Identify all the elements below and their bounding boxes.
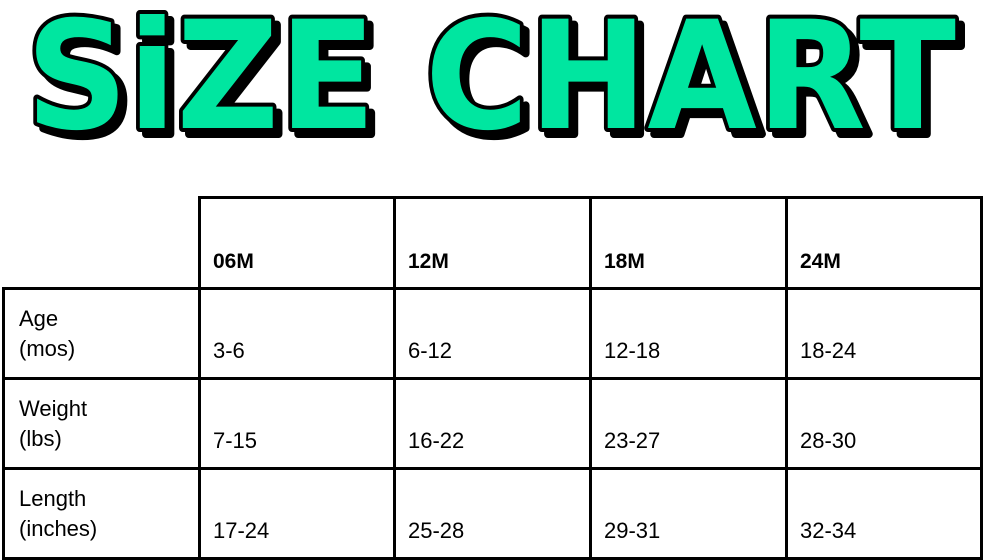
row-label-text: Weight (lbs) [19, 394, 87, 454]
column-header-label: 06M [213, 250, 254, 273]
title-text: SiZE CHART [26, 0, 956, 150]
table-cell: 23-27 [590, 378, 786, 468]
table-cell: 6-12 [394, 288, 590, 378]
column-header: 24M [786, 197, 981, 288]
table-cell: 25-28 [394, 468, 590, 558]
grid-line [2, 557, 983, 560]
table-cell: 29-31 [590, 468, 786, 558]
row-label-line1: Weight [19, 396, 88, 421]
row-label-text: Age (mos) [19, 304, 75, 364]
grid-line [785, 196, 788, 559]
table-cell: 12-18 [590, 288, 786, 378]
table-cell: 16-22 [394, 378, 590, 468]
column-header-label: 12M [408, 250, 449, 273]
row-label-line1: Length [19, 486, 87, 511]
table-cell: 28-30 [786, 378, 981, 468]
cell-value: 16-22 [408, 428, 465, 453]
cell-value: 12-18 [604, 338, 661, 363]
column-header-label: 18M [604, 250, 645, 273]
cell-value: 23-27 [604, 428, 661, 453]
table-cell: 18-24 [786, 288, 981, 378]
cell-value: 29-31 [604, 518, 661, 543]
row-label: Weight (lbs) [3, 378, 199, 468]
row-label: Age (mos) [3, 288, 199, 378]
cell-value: 7-15 [213, 428, 258, 453]
grid-line [589, 196, 592, 559]
table-cell: 17-24 [199, 468, 394, 558]
cell-value: 32-34 [800, 518, 857, 543]
row-label-line1: Age [19, 306, 59, 331]
cell-value: 6-12 [408, 338, 453, 363]
cell-value: 3-6 [213, 338, 245, 363]
cell-value: 17-24 [213, 518, 270, 543]
table-cell: 7-15 [199, 378, 394, 468]
size-chart-title: SiZE CHART [22, 0, 960, 150]
table-cell: 32-34 [786, 468, 981, 558]
cell-value: 25-28 [408, 518, 465, 543]
row-label-line2: (inches) [19, 516, 98, 541]
column-header: 06M [199, 197, 394, 288]
table-cell: 3-6 [199, 288, 394, 378]
column-header: 12M [394, 197, 590, 288]
grid-line [980, 196, 983, 559]
cell-value: 28-30 [800, 428, 857, 453]
cell-value: 18-24 [800, 338, 857, 363]
grid-line [198, 196, 201, 559]
grid-line [2, 377, 983, 380]
grid-line [2, 287, 983, 290]
row-label-text: Length (inches) [19, 484, 97, 544]
column-header: 18M [590, 197, 786, 288]
grid-line [2, 287, 5, 559]
row-label: Length (inches) [3, 468, 199, 558]
row-label-line2: (lbs) [19, 426, 62, 451]
column-header-label: 24M [800, 250, 841, 273]
grid-line [393, 196, 396, 559]
grid-line [2, 467, 983, 470]
row-label-line2: (mos) [19, 336, 76, 361]
